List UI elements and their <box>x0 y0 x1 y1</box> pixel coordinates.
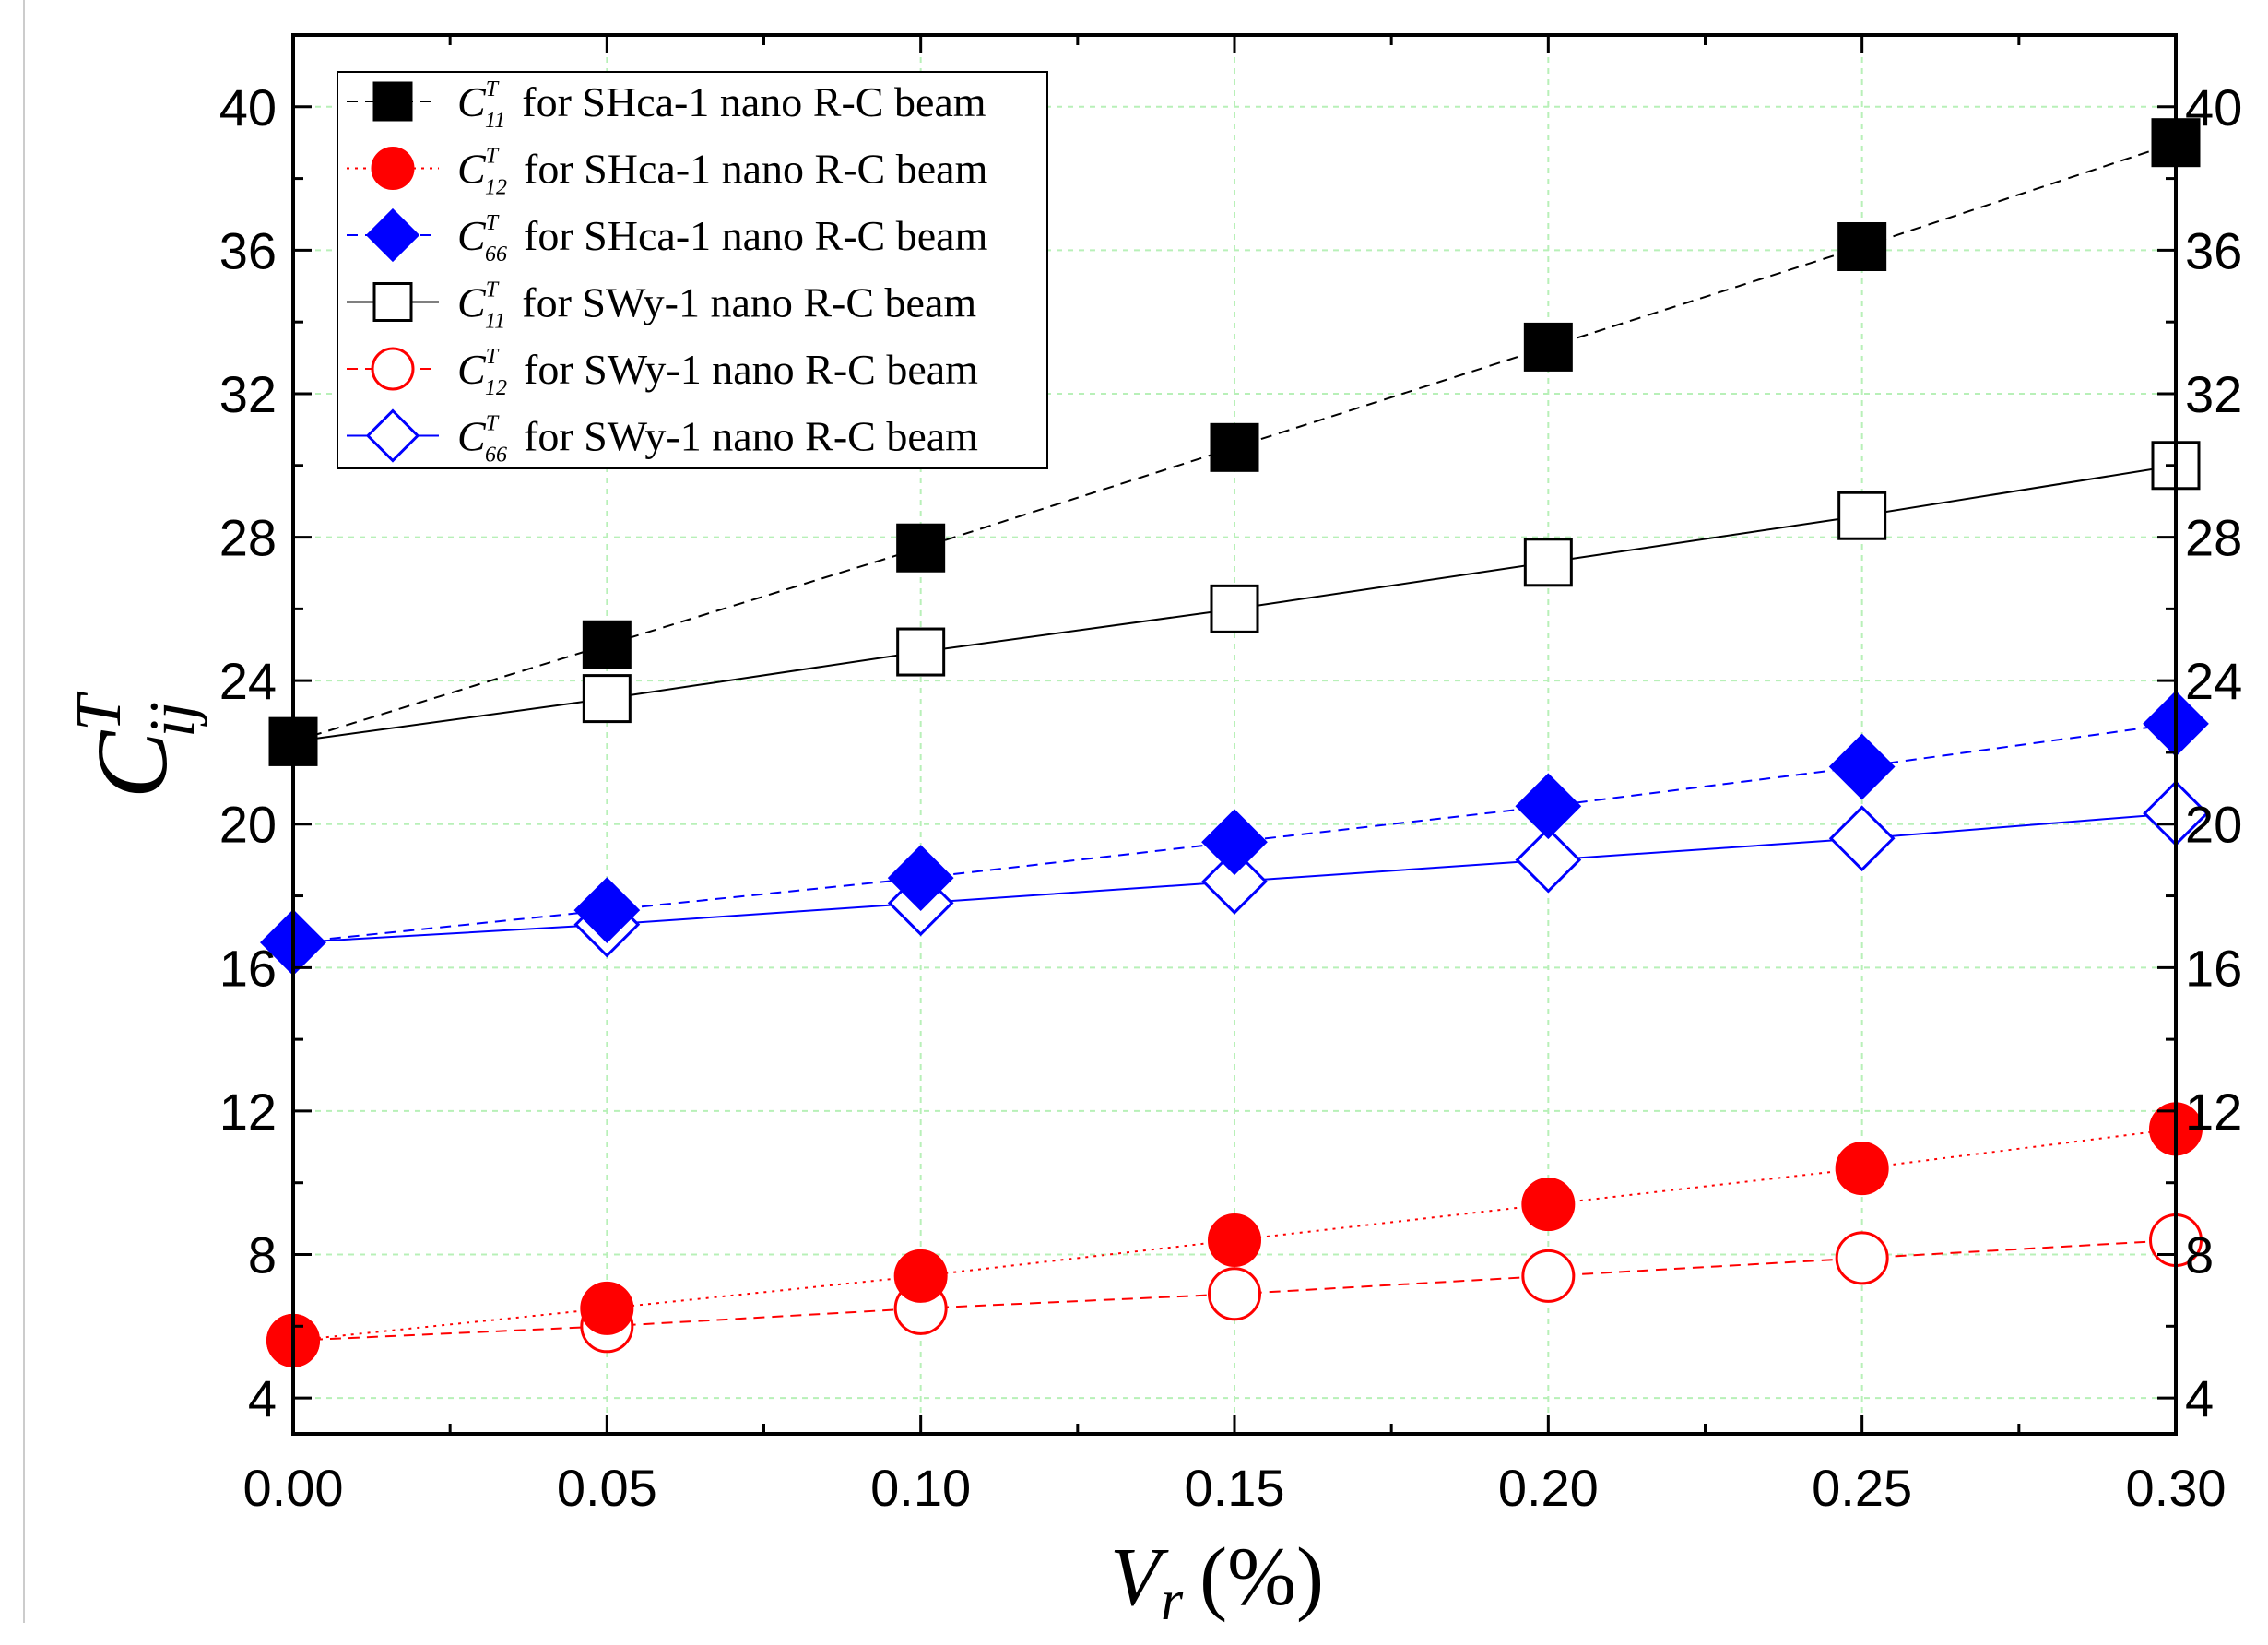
x-tick-label: 0.20 <box>1498 1459 1599 1517</box>
x-tick-label: 0.10 <box>870 1459 971 1517</box>
y-tick-label: 20 <box>219 796 277 854</box>
data-point-square <box>582 674 632 724</box>
legend-entry: CT 11 for SWy-1 nano R-C beam <box>457 278 976 334</box>
legend-box <box>337 71 1048 469</box>
x-tick-label: 0.30 <box>2126 1459 2227 1517</box>
legend-entry: CT 66 for SHca-1 nano R-C beam <box>457 211 988 266</box>
y-tick-label-right: 12 <box>2185 1083 2242 1141</box>
x-tick-label: 0.05 <box>557 1459 657 1517</box>
data-point-square <box>1837 491 1887 540</box>
legend-entry: CT 11 for SHca-1 nano R-C beam <box>457 77 986 133</box>
x-tick-label: 0.25 <box>1812 1459 1912 1517</box>
x-tick-label: 0.00 <box>243 1459 344 1517</box>
y-tick-label: 32 <box>219 365 277 423</box>
y-tick-label-right: 40 <box>2185 78 2242 136</box>
y-tick-label-right: 36 <box>2185 221 2242 279</box>
y-tick-label: 36 <box>219 221 277 279</box>
data-point-circle <box>1835 1142 1889 1196</box>
y-tick-label-right: 28 <box>2185 509 2242 567</box>
y-tick-label-right: 32 <box>2185 365 2242 423</box>
y-tick-label-right: 16 <box>2185 939 2242 997</box>
data-point-circle <box>893 1249 948 1303</box>
data-point-diamond <box>1515 773 1582 840</box>
y-tick-label: 4 <box>248 1369 277 1427</box>
axis-ticks <box>291 35 2178 1434</box>
y-tick-label-right: 24 <box>2185 652 2242 710</box>
data-point-diamond <box>1828 733 1896 800</box>
data-point-square <box>1523 538 1573 587</box>
y-tick-label-right: 20 <box>2185 796 2242 854</box>
legend-marker-square <box>372 81 413 122</box>
data-point-circle <box>1521 1249 1576 1303</box>
data-point-diamond <box>573 877 641 943</box>
data-point-diamond <box>1201 809 1268 876</box>
data-point-square <box>1837 221 1887 271</box>
legend: CT 11 for SHca-1 nano R-C beam CT 12 for SHca… <box>337 71 1048 469</box>
data-point-circle <box>1835 1231 1889 1285</box>
data-point-square <box>896 523 946 573</box>
data-point-square <box>1210 422 1259 472</box>
legend-entry: CT 12 for SHca-1 nano R-C beam <box>457 145 988 200</box>
y-tick-label: 16 <box>219 939 277 997</box>
data-point-circle <box>1521 1178 1576 1232</box>
data-point-diamond <box>1201 848 1268 915</box>
y-tick-label: 40 <box>219 78 277 136</box>
data-point-square <box>896 627 946 677</box>
data-point-circle <box>1208 1213 1261 1267</box>
y-tick-label-right: 8 <box>2185 1226 2214 1284</box>
legend-marker-circle <box>371 347 415 391</box>
legend-marker-diamond <box>365 408 420 463</box>
legend-entry: CT 12 for SWy-1 nano R-C beam <box>457 345 978 400</box>
data-point-diamond <box>1828 805 1896 872</box>
data-point-diamond <box>1515 826 1582 894</box>
legend-marker-circle <box>371 147 415 190</box>
x-axis-title: Vr (%) <box>1110 1532 1324 1632</box>
legend-marker-square <box>372 282 413 322</box>
data-point-square <box>582 620 632 669</box>
y-tick-label: 28 <box>219 509 277 567</box>
data-point-square <box>1210 584 1259 633</box>
y-tick-label: 8 <box>248 1226 277 1284</box>
legend-marker-diamond <box>365 207 420 263</box>
legend-entry: CT 66 for SWy-1 nano R-C beam <box>457 412 978 467</box>
data-point-circle <box>580 1281 634 1335</box>
data-point-square <box>1523 322 1573 372</box>
x-tick-label: 0.15 <box>1185 1459 1285 1517</box>
y-tick-label: 12 <box>219 1083 277 1141</box>
y-tick-label-right: 4 <box>2185 1369 2214 1427</box>
data-point-circle <box>1208 1267 1261 1321</box>
tick-labels: 0.00 0.05 0.10 0.15 0.20 0.25 0.30 4 4 8 8 12 12 16 16… <box>219 78 2243 1517</box>
data-point-diamond <box>887 845 954 911</box>
y-tick-label: 24 <box>219 652 277 710</box>
